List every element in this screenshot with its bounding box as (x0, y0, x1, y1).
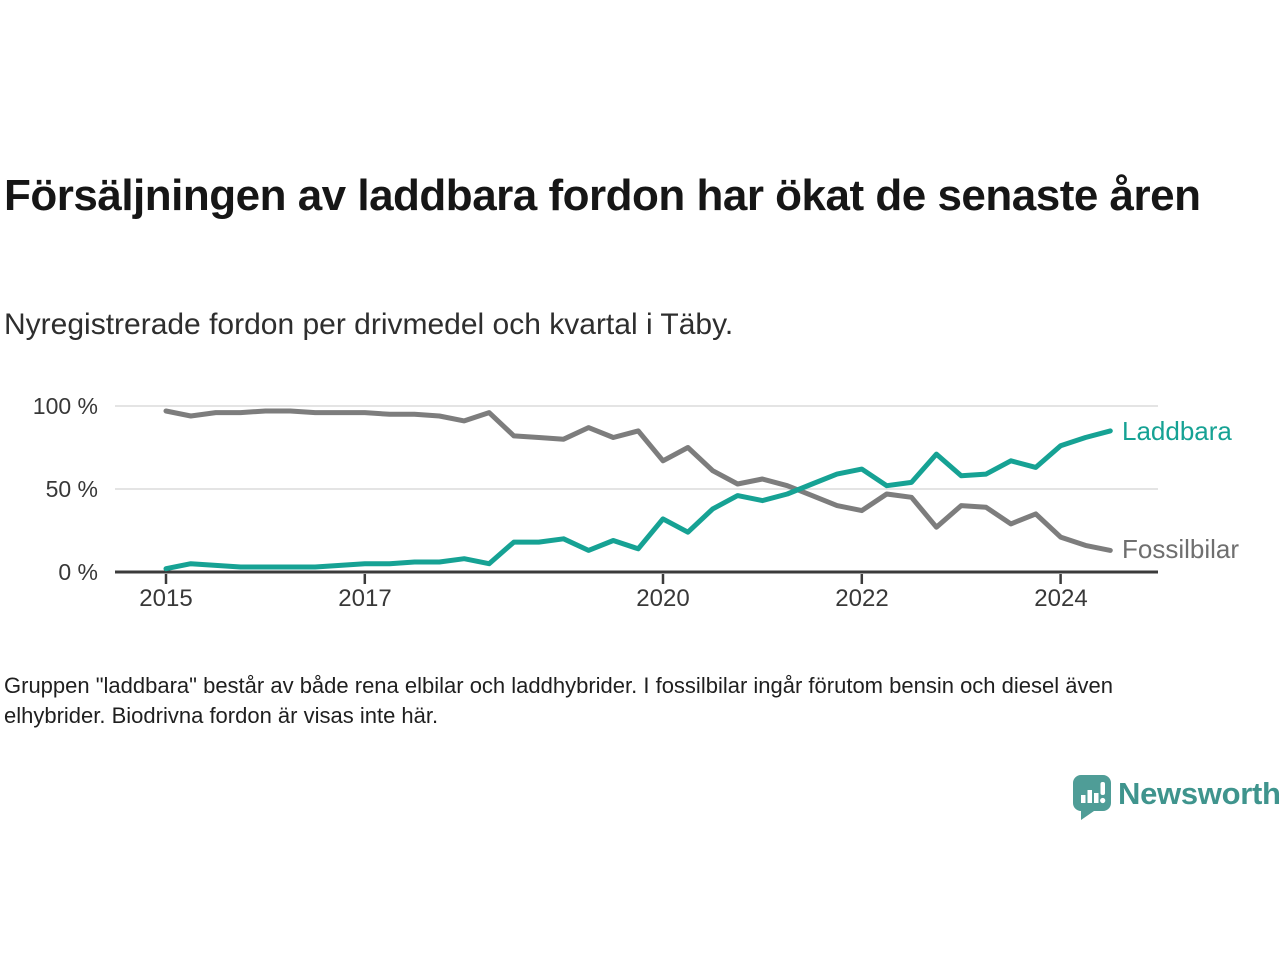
y-axis-label-50: 50 % (45, 476, 98, 502)
chart-subtitle: Nyregistrerade fordon per drivmedel och … (4, 308, 734, 341)
brand-credit: Newsworthy (1073, 775, 1280, 820)
x-axis-label-2020: 2020 (636, 585, 690, 612)
x-axis-label-2015: 2015 (139, 585, 193, 612)
newsworthy-logo-icon (1073, 775, 1111, 820)
x-axis-label-2022: 2022 (835, 585, 889, 612)
line-chart (115, 405, 1158, 584)
y-axis-label-0: 0 % (58, 559, 98, 585)
x-axis-label-2017: 2017 (338, 585, 392, 612)
x-axis-label-2024: 2024 (1034, 585, 1088, 612)
series-label-fossilbilar: Fossilbilar (1122, 534, 1240, 564)
y-axis-label-100: 100 % (32, 393, 98, 419)
page-title: Försäljningen av laddbara fordon har öka… (4, 171, 1201, 221)
brand-name: Newsworthy (1118, 776, 1280, 811)
series-label-laddbara: Laddbara (1122, 416, 1232, 446)
footnote: Gruppen "laddbara" består av både rena e… (4, 673, 1113, 728)
